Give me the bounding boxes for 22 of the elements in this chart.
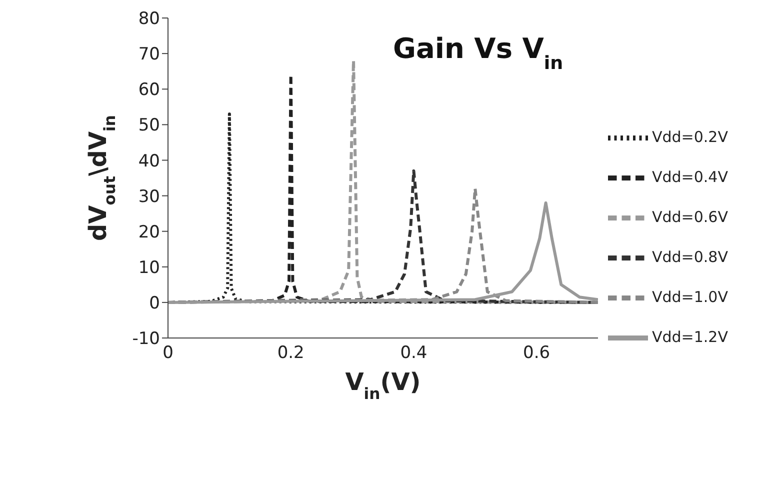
x-tick-label: 0 [162, 343, 174, 364]
x-tick-label: 0.6 [523, 343, 550, 364]
legend-label: Vdd=1.2V [652, 328, 728, 346]
legend-label: Vdd=0.8V [652, 248, 728, 266]
y-tick-label: 10 [138, 258, 160, 278]
y-tick-label: 40 [138, 151, 160, 172]
legend-label: Vdd=0.6V [652, 208, 728, 226]
x-tick-label: 0.2 [277, 343, 304, 364]
legend-label: Vdd=1.0V [652, 288, 728, 306]
x-tick-label: 0.4 [400, 343, 428, 364]
y-tick-label: 60 [138, 80, 160, 100]
y-tick-label: 80 [138, 9, 160, 30]
legend-label: Vdd=0.2V [652, 128, 728, 146]
y-tick-label: 0 [149, 293, 160, 314]
y-tick-label: 30 [138, 186, 160, 207]
legend-label: Vdd=0.4V [652, 168, 728, 186]
y-tick-label: 50 [138, 116, 160, 136]
y-tick-label: -10 [132, 329, 160, 350]
text: Gain Vs V$_{in}$ [393, 32, 564, 74]
y-tick-label: 70 [138, 44, 160, 65]
y-tick-label: 20 [138, 222, 160, 242]
x-axis-title: V$_{in}$(V) [345, 368, 421, 403]
